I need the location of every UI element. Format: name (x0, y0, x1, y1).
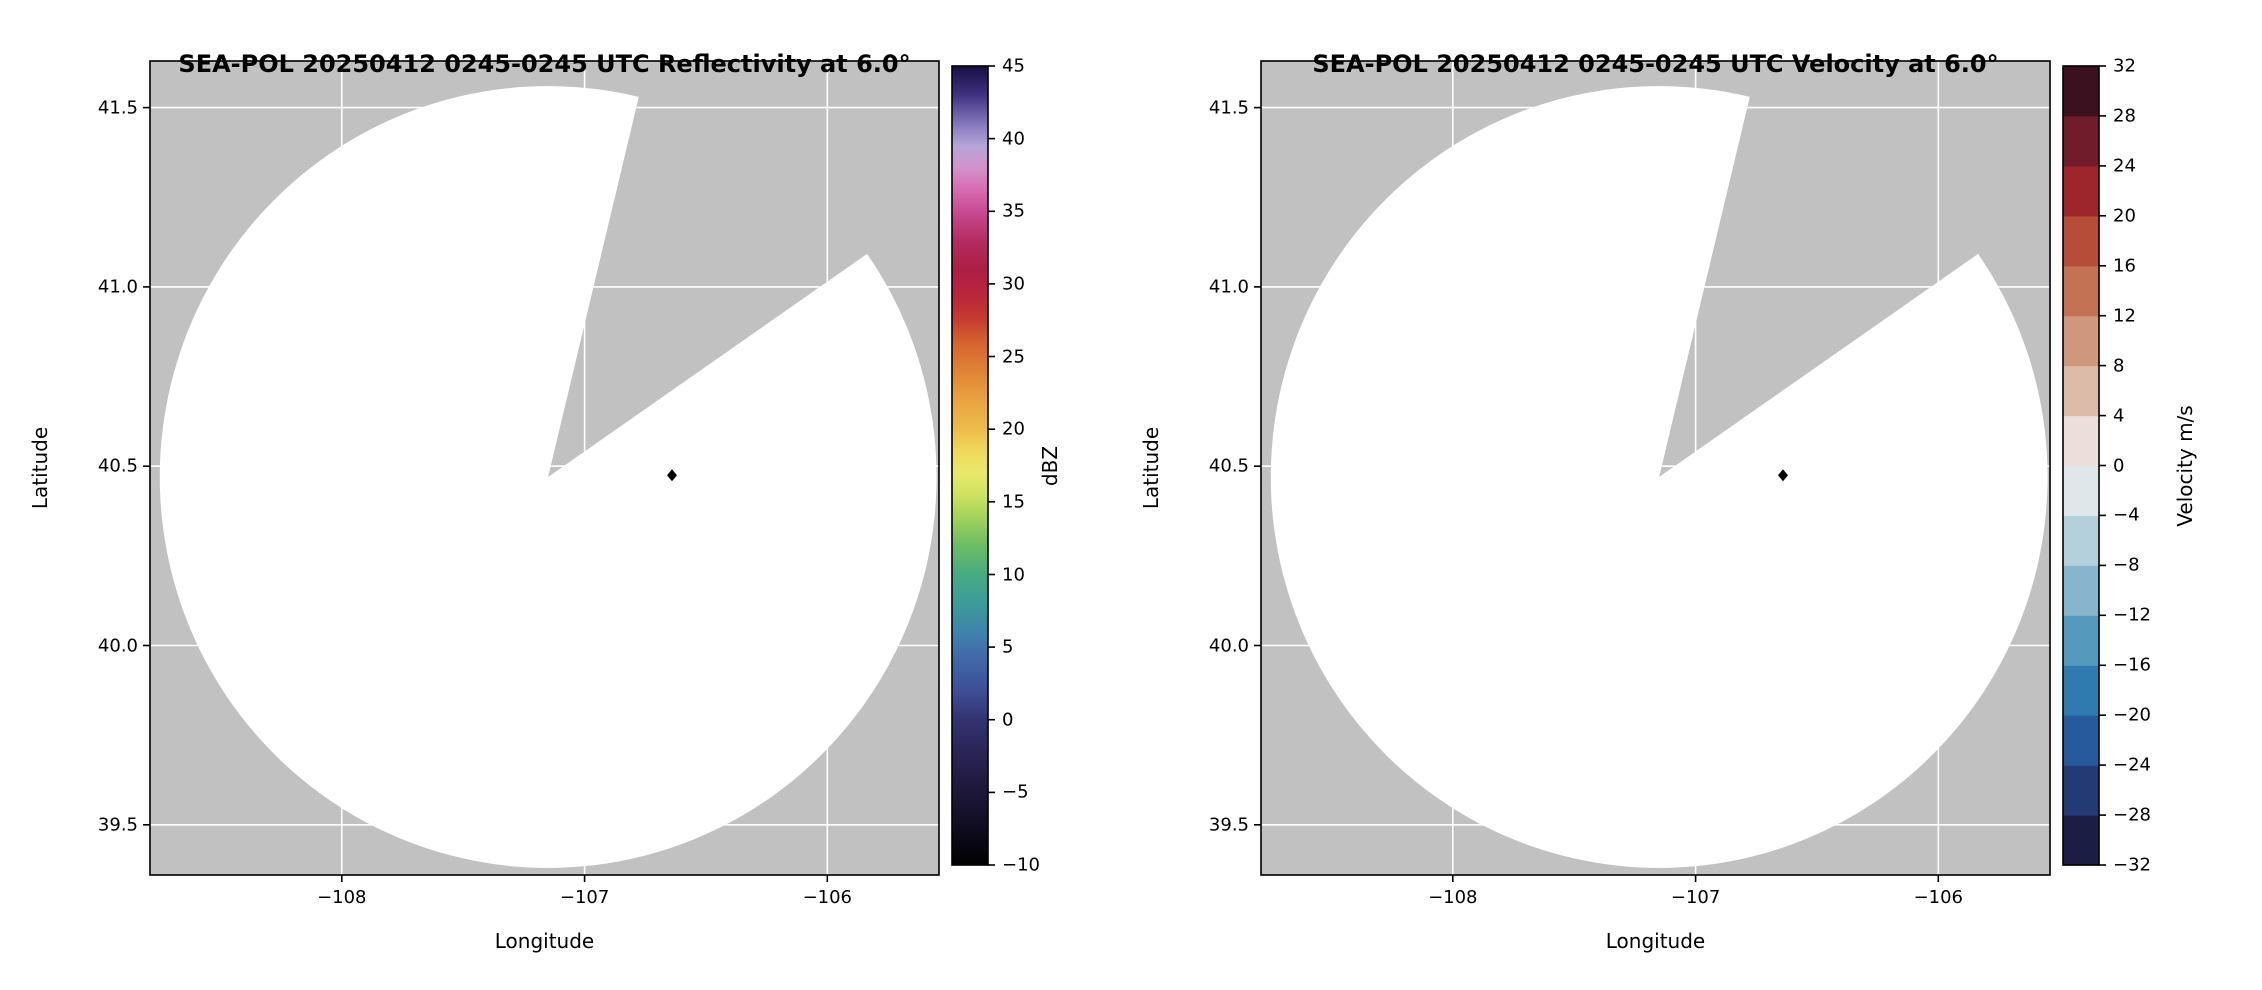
masked-region (1261, 61, 2050, 875)
colorbar-label: Velocity m/s (2173, 405, 2197, 527)
y-axis-label: Latitude (1139, 426, 1163, 510)
colorbar-bin (2063, 615, 2099, 666)
colorbar-bin (2063, 66, 2099, 117)
colorbar-bin (2063, 115, 2099, 167)
colorbar-bin (2063, 265, 2099, 317)
colorbar-bin (2063, 465, 2099, 516)
colorbar-tick-label: −4 (2113, 504, 2140, 526)
masked-region (150, 61, 939, 875)
x-tick-label: −108 (1428, 887, 1478, 908)
colorbar-bin (2063, 565, 2099, 616)
plot-title: SEA-POL 20250412 0245-0245 UTC Velocity … (1312, 49, 1999, 78)
colorbar-tick-label: 20 (2113, 205, 2136, 227)
colorbar-tick-label: −28 (2113, 804, 2151, 826)
colorbar-tick-label: 40 (1002, 128, 1025, 150)
y-tick-label: 41.0 (1208, 276, 1249, 298)
colorbar-tick-label: 4 (2113, 405, 2125, 427)
colorbar-tick-label: −20 (2113, 704, 2151, 726)
y-tick-label: 39.5 (97, 814, 138, 836)
colorbar-tick-label: −5 (1002, 781, 1029, 803)
x-tick-label: −107 (1670, 887, 1721, 908)
colorbar-tick-label: 25 (1002, 346, 1025, 367)
y-tick-label: 40.5 (1208, 455, 1249, 477)
colorbar-tick-label: −16 (2113, 654, 2151, 676)
colorbar-tick-label: 32 (2113, 55, 2136, 77)
colorbar-tick-label: −32 (2113, 854, 2151, 876)
colorbar-tick-label: 8 (2113, 355, 2125, 377)
colorbar-tick-label: 20 (1002, 418, 1025, 440)
colorbar-bin (2063, 815, 2099, 866)
plot-title: SEA-POL 20250412 0245-0245 UTC Reflectiv… (178, 49, 911, 78)
x-tick-label: −106 (802, 887, 853, 908)
colorbar-bin (2063, 315, 2099, 367)
colorbar-bin (2063, 515, 2099, 566)
y-tick-label: 40.0 (1208, 635, 1249, 656)
colorbar-tick-label: 0 (1002, 709, 1014, 731)
colorbar-bin (2063, 715, 2099, 766)
site-marker-diamond (1778, 469, 1788, 482)
radar-scan-area (159, 86, 937, 868)
x-axis-label: Longitude (494, 929, 595, 953)
colorbar-tick-label: 30 (1002, 273, 1025, 295)
colorbar-frame (951, 65, 989, 866)
x-tick-label: −107 (559, 887, 610, 908)
colorbar-label: dBZ (1038, 445, 1062, 487)
y-axis-label: Latitude (28, 426, 52, 510)
reflectivity-panel: SEA-POL 20250412 0245-0245 UTC Reflectiv… (28, 49, 1062, 953)
axes-frame (1260, 60, 2051, 876)
colorbar-tick-label: 15 (1002, 491, 1025, 513)
colorbar-bin (2063, 365, 2099, 417)
colorbar-tick-label: 35 (1002, 200, 1025, 222)
radar-scan-area (1270, 86, 2048, 868)
colorbar-bin (2063, 665, 2099, 716)
y-tick-label: 39.5 (1208, 814, 1249, 836)
colorbar-tick-label: 16 (2113, 255, 2136, 277)
colorbar-tick-label: −12 (2113, 604, 2151, 626)
reflectivity-plot-graphics (143, 60, 995, 882)
colorbar-tick-label: −8 (2113, 554, 2140, 576)
colorbar-tick-label: 24 (2113, 155, 2136, 177)
colorbar-tick-label: 10 (1002, 564, 1025, 585)
colorbar-frame (2062, 65, 2100, 866)
colorbar-bin (2063, 765, 2099, 816)
x-axis-label: Longitude (1605, 929, 1706, 953)
colorbar-tick-label: 0 (2113, 455, 2125, 476)
colorbar-tick-label: 5 (1002, 636, 1014, 658)
velocity-plot-graphics (1254, 60, 2106, 882)
colorbar-tick-label: −24 (2113, 754, 2151, 776)
y-tick-label: 41.5 (97, 97, 138, 119)
y-tick-label: 40.5 (97, 455, 138, 477)
colorbar-tick-label: 28 (2113, 105, 2136, 127)
site-marker-diamond (667, 469, 677, 482)
x-tick-label: −106 (1913, 887, 1964, 908)
y-tick-label: 41.0 (97, 276, 138, 298)
colorbar-bin (2063, 215, 2099, 267)
colorbar-tick-label: 45 (1002, 55, 1025, 77)
colorbar-gradient (952, 66, 988, 865)
x-tick-label: −108 (317, 887, 367, 908)
velocity-panel: SEA-POL 20250412 0245-0245 UTC Velocity … (1111, 0, 2242, 990)
y-tick-label: 41.5 (1208, 97, 1249, 119)
colorbar-tick-label: 12 (2113, 305, 2136, 327)
colorbar-tick-label: −10 (1002, 854, 1040, 876)
axes-frame (149, 60, 940, 876)
y-tick-label: 40.0 (97, 635, 138, 656)
colorbar-bin (2063, 415, 2099, 467)
colorbar-bin (2063, 165, 2099, 217)
